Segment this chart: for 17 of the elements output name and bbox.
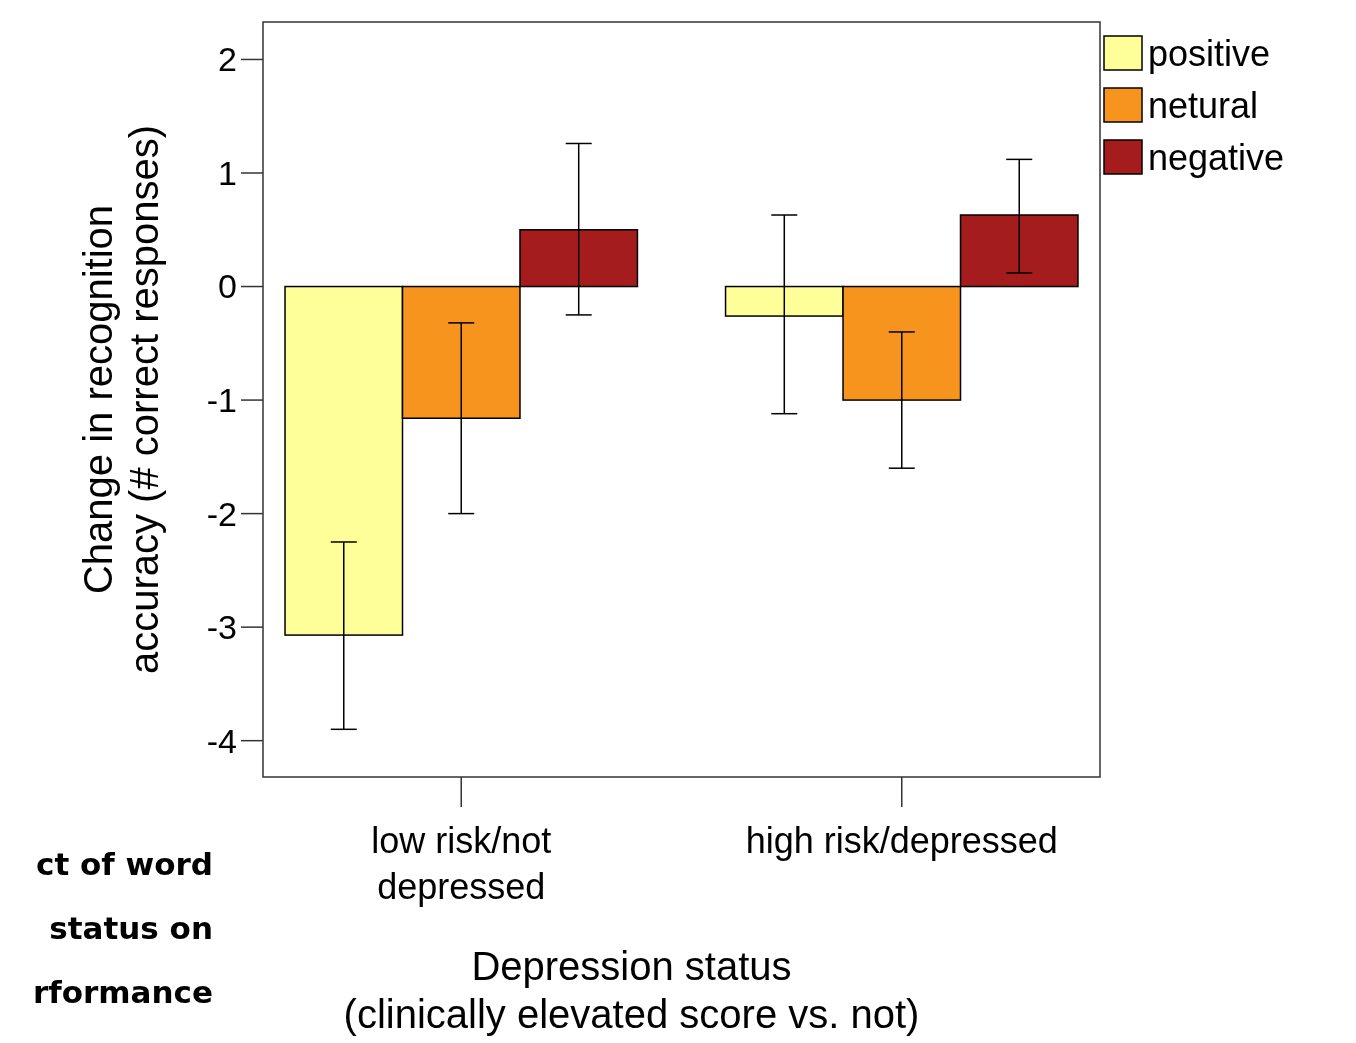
text: ct of word — [36, 846, 213, 882]
text: status on — [49, 910, 213, 946]
y-tick-label: -3 — [206, 608, 237, 647]
y-axis-title: Change in recognition accuracy (# correct responses) — [76, 124, 166, 675]
y-tick-label: -4 — [206, 721, 237, 760]
y-tick-label: -1 — [206, 380, 237, 419]
legend-label: positive — [1148, 32, 1271, 74]
x-axis-title: Depression status (clinically elevated score vs. not) — [343, 944, 920, 1036]
text: rformance — [32, 974, 213, 1010]
y-tick-label: -2 — [206, 494, 237, 533]
y-tick-label: 0 — [218, 267, 237, 306]
legend-label: negative — [1148, 136, 1285, 178]
legend-label: netural — [1148, 84, 1259, 126]
x-tick-label: high risk/depressed — [745, 820, 1058, 861]
y-tick-label: 2 — [218, 40, 237, 79]
y-tick-label: 1 — [218, 153, 237, 192]
x-tick-label: low risk/not depressed — [371, 820, 552, 907]
